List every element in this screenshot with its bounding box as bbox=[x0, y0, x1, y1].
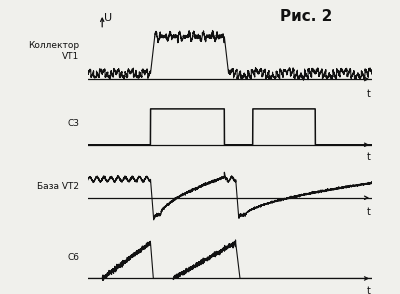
Text: t: t bbox=[367, 89, 370, 99]
Text: U: U bbox=[104, 13, 112, 23]
Text: t: t bbox=[367, 286, 370, 294]
Text: Коллектор
VT1: Коллектор VT1 bbox=[28, 41, 80, 61]
Text: С6: С6 bbox=[68, 253, 80, 262]
Text: С3: С3 bbox=[68, 119, 80, 128]
Text: t: t bbox=[367, 152, 370, 162]
Text: Рис. 2: Рис. 2 bbox=[280, 9, 332, 24]
Text: База VT2: База VT2 bbox=[38, 183, 80, 191]
Text: t: t bbox=[367, 206, 370, 216]
